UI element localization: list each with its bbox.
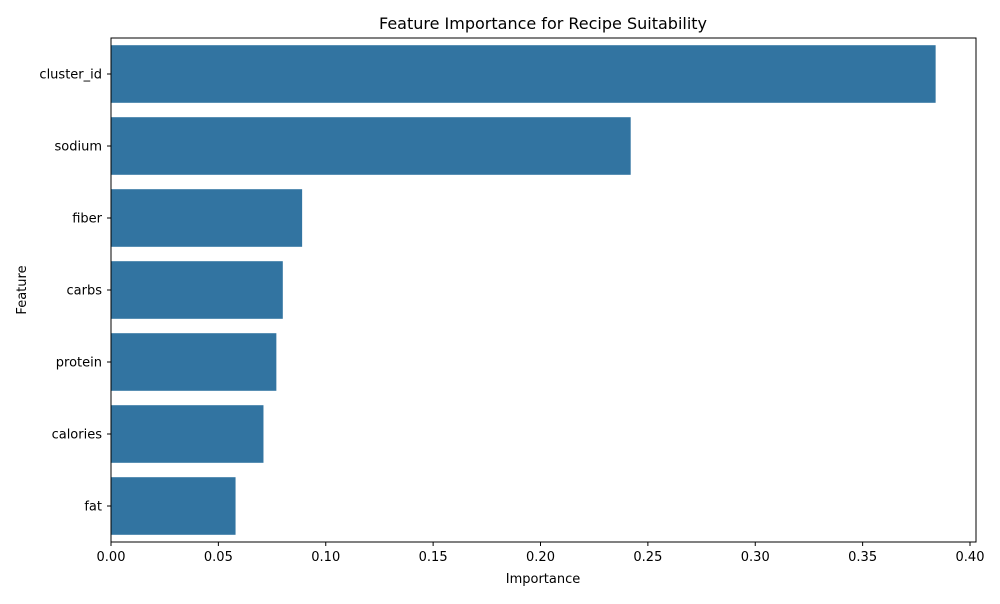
y-tick-label: fiber — [72, 212, 102, 227]
x-axis-ticks: 0.00 0.05 0.10 0.15 0.20 0.25 0.30 0.35 0.40 — [97, 542, 985, 565]
x-tick-label: 0.15 — [419, 550, 448, 565]
bar-carbs — [111, 261, 283, 319]
bar-fat — [111, 477, 236, 535]
y-tick-label: cluster_id — [39, 68, 102, 83]
y-tick-label: protein — [56, 356, 102, 371]
y-tick-label: sodium — [55, 140, 103, 155]
bar-protein — [111, 333, 277, 391]
bar-cluster-id — [111, 45, 936, 103]
x-tick-label: 0.10 — [311, 550, 340, 565]
x-tick-label: 0.40 — [956, 550, 985, 565]
x-tick-label: 0.35 — [848, 550, 877, 565]
y-axis-label: Feature — [15, 265, 30, 314]
x-tick-label: 0.20 — [526, 550, 555, 565]
bar-calories — [111, 405, 264, 463]
x-axis-label: Importance — [506, 572, 581, 587]
chart-title: Feature Importance for Recipe Suitabilit… — [379, 14, 707, 33]
x-tick-label: 0.05 — [204, 550, 233, 565]
plot-frame — [110, 37, 977, 543]
y-tick-label: fat — [84, 500, 102, 515]
bar-fiber — [111, 189, 303, 247]
bar-sodium — [111, 117, 631, 175]
y-tick-label: carbs — [67, 284, 103, 299]
x-tick-label: 0.00 — [97, 550, 126, 565]
x-tick-label: 0.30 — [741, 550, 770, 565]
bars-group — [111, 45, 936, 535]
y-tick-label: calories — [52, 428, 103, 443]
x-tick-label: 0.25 — [633, 550, 662, 565]
